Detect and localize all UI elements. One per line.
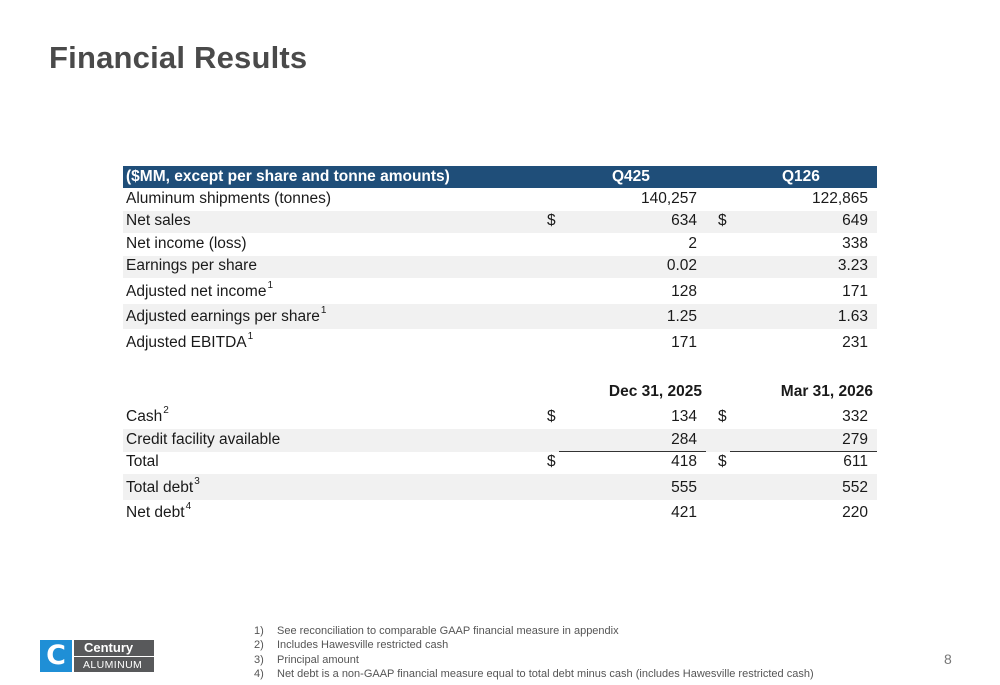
- footnote-item: 3) Principal amount: [254, 653, 359, 666]
- currency-symbol: $: [547, 212, 556, 229]
- row-value-q425: 128: [671, 282, 697, 300]
- table-row: Net debt4 421 220: [123, 500, 877, 526]
- currency-symbol: $: [718, 453, 727, 470]
- footnote-item: 4) Net debt is a non-GAAP financial measu…: [254, 668, 814, 681]
- table-row: Credit facility available 284 279: [123, 429, 877, 452]
- footnote-ref: 1: [247, 330, 254, 342]
- table-row: Earnings per share 0.02 3.23: [123, 255, 877, 278]
- header-col-mar-2026: Mar 31, 2026: [780, 382, 873, 400]
- row-value-mar-2026: 332: [842, 408, 868, 425]
- currency-symbol: $: [547, 408, 556, 425]
- subtotal-rule: [559, 450, 706, 452]
- logo-mark: C: [40, 640, 72, 672]
- currency-symbol: $: [718, 212, 727, 229]
- currency-symbol: $: [547, 453, 556, 470]
- row-value-q425: 2: [688, 234, 697, 252]
- row-value-mar-2026: 611: [843, 453, 868, 470]
- row-value-dec-2025: 134: [671, 408, 697, 425]
- row-label: Adjusted earnings per share1: [126, 305, 327, 325]
- table-row: Adjusted EBITDA1 171 231: [123, 329, 877, 355]
- row-label: Cash2: [126, 405, 169, 425]
- row-label: Credit facility available: [126, 430, 281, 448]
- row-label: Net sales: [126, 212, 191, 229]
- logo-subtitle: ALUMINUM: [74, 656, 154, 672]
- row-label: Adjusted net income1: [126, 279, 274, 300]
- row-value-dec-2025: 421: [671, 504, 697, 521]
- row-value-mar-2026: 552: [842, 478, 868, 496]
- footnote-ref: 1: [267, 279, 274, 291]
- footnote-item: 1) See reconciliation to comparable GAAP …: [254, 625, 619, 637]
- footnote-item: 2) Includes Hawesville restricted cash: [254, 639, 449, 652]
- table-row: Total $ 418 $ 611: [123, 452, 877, 475]
- table-spacer: [123, 355, 877, 380]
- row-label: Adjusted EBITDA1: [126, 330, 254, 351]
- balance-header-row: Dec 31, 2025 Mar 31, 2026: [123, 380, 877, 404]
- header-col-q425: Q425: [612, 168, 650, 185]
- row-value-q425: 1.25: [666, 308, 697, 325]
- row-value-q126: 231: [842, 333, 868, 351]
- currency-symbol: $: [718, 408, 727, 425]
- row-label: Earnings per share: [126, 257, 257, 274]
- table-row: Cash2 $ 134 $ 332: [123, 404, 877, 430]
- table-row: Adjusted net income1 128 171: [123, 278, 877, 304]
- row-value-q425: 171: [671, 333, 697, 351]
- row-value-mar-2026: 220: [842, 504, 868, 521]
- table-row: Adjusted earnings per share1 1.25 1.63: [123, 303, 877, 329]
- financial-results-table: ($MM, except per share and tonne amounts…: [123, 166, 877, 525]
- row-value-dec-2025: 418: [671, 453, 697, 470]
- row-label: Total: [126, 453, 159, 470]
- row-value-q425: 634: [671, 212, 697, 229]
- subtotal-rule: [730, 450, 877, 452]
- row-label: Aluminum shipments (tonnes): [126, 189, 332, 207]
- page-title: Financial Results: [49, 40, 308, 75]
- row-label: Net debt4: [126, 501, 192, 521]
- row-value-mar-2026: 279: [842, 430, 868, 448]
- footnote-ref: 1: [320, 305, 327, 316]
- row-value-q126: 3.23: [837, 257, 868, 274]
- footnote-ref: 3: [194, 475, 200, 487]
- footnotes: 1) See reconciliation to comparable GAAP …: [254, 624, 814, 682]
- row-label: Total debt3: [126, 475, 200, 496]
- header-label: ($MM, except per share and tonne amounts…: [126, 168, 450, 185]
- table-header-row: ($MM, except per share and tonne amounts…: [123, 166, 877, 188]
- table-row: Total debt3 555 552: [123, 474, 877, 500]
- row-value-q126: 338: [842, 234, 868, 252]
- row-value-q126: 171: [842, 282, 868, 300]
- table-row: Net income (loss) 2 338: [123, 233, 877, 256]
- century-aluminum-logo: C Century ALUMINUM: [40, 640, 154, 672]
- header-col-dec-2025: Dec 31, 2025: [608, 382, 702, 400]
- row-value-q425: 0.02: [666, 257, 697, 274]
- header-col-q126: Q126: [782, 168, 820, 185]
- footnote-ref: 2: [163, 405, 169, 416]
- footnote-ref: 4: [185, 501, 192, 512]
- logo-name: Century: [74, 640, 154, 656]
- row-value-q126: 122,865: [811, 189, 868, 207]
- row-label: Net income (loss): [126, 234, 247, 252]
- row-value-q126: 649: [842, 212, 868, 229]
- page-number: 8: [944, 651, 952, 667]
- table-row: Net sales $ 634 $ 649: [123, 210, 877, 233]
- row-value-q126: 1.63: [837, 308, 868, 325]
- table-row: Aluminum shipments (tonnes) 140,257 122,…: [123, 188, 877, 211]
- row-value-dec-2025: 555: [671, 478, 697, 496]
- row-value-dec-2025: 284: [671, 430, 697, 448]
- row-value-q425: 140,257: [640, 189, 697, 207]
